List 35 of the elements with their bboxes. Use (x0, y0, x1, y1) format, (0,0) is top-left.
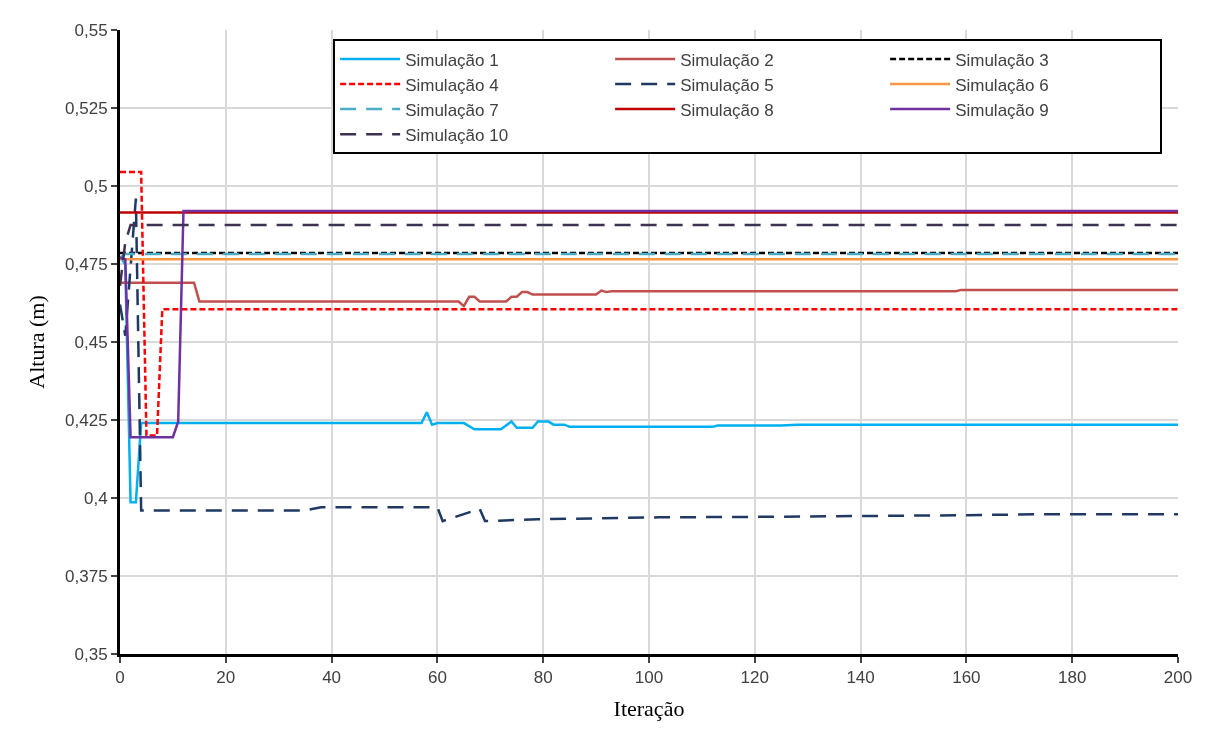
line-series (120, 197, 1178, 523)
legend-label: Simulação 9 (955, 100, 1049, 120)
x-tick-label: 180 (1058, 668, 1087, 688)
x-tick-label: 60 (427, 668, 447, 688)
x-tick-label: 100 (634, 668, 664, 688)
x-tick-label: 80 (533, 668, 553, 688)
y-tick-label: 0,525 (65, 98, 108, 118)
legend-label: Simulação 8 (680, 100, 774, 120)
legend-label: Simulação 1 (405, 50, 499, 70)
x-tick-label: 140 (846, 668, 875, 688)
y-axis-title: Altura (m) (23, 295, 49, 389)
legend-label: Simulação 7 (405, 100, 499, 120)
legend-label: Simulação 10 (405, 125, 509, 145)
line-series (120, 209, 1178, 439)
y-tick-label: 0,35 (74, 644, 108, 664)
x-tick-label: 160 (952, 668, 981, 688)
legend-label: Simulação 3 (955, 50, 1049, 70)
x-tick-label: 200 (1163, 668, 1193, 688)
y-tick-label: 0,5 (83, 176, 108, 196)
y-tick-label: 0,55 (74, 20, 108, 40)
y-tick-label: 0,4 (83, 488, 108, 508)
legend-label: Simulação 2 (680, 50, 774, 70)
x-tick-label: 20 (216, 668, 236, 688)
x-axis-title: Iteração (613, 696, 685, 722)
y-tick-label: 0,425 (65, 410, 108, 430)
x-tick-label: 120 (740, 668, 769, 688)
legend-label: Simulação 4 (405, 75, 499, 95)
y-tick-label: 0,375 (65, 566, 108, 586)
x-tick-label: 0 (115, 668, 125, 688)
y-tick-label: 0,45 (74, 332, 108, 352)
y-tick-label: 0,475 (65, 254, 108, 274)
x-tick-label: 40 (322, 668, 342, 688)
legend-label: Simulação 5 (680, 75, 774, 95)
legend-label: Simulação 6 (955, 75, 1049, 95)
line-series (120, 281, 1178, 308)
